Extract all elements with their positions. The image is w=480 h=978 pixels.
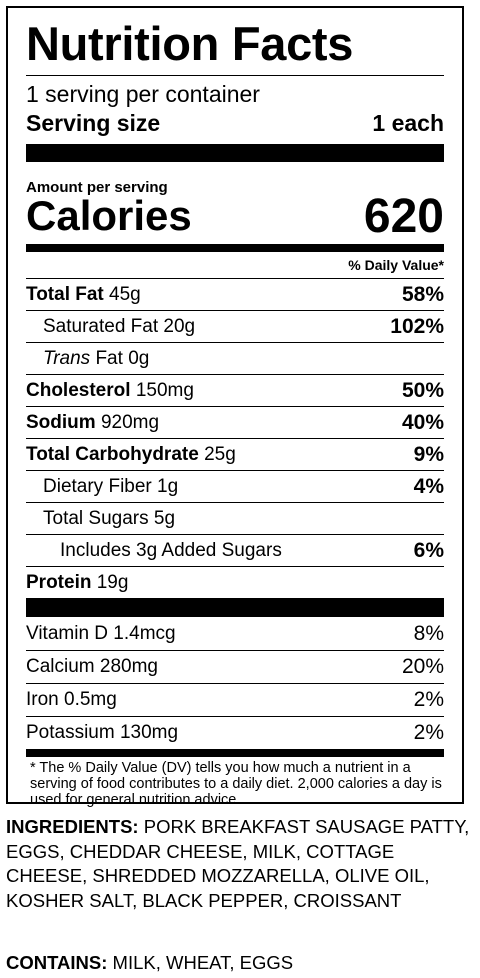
nutrient-row-total-sugars: Total Sugars 5g xyxy=(26,502,444,534)
nutrient-name: Total Sugars xyxy=(43,507,149,529)
nutrient-amount: 45g xyxy=(109,283,141,305)
daily-value-header: % Daily Value* xyxy=(348,257,444,273)
nutrient-name: Cholesterol xyxy=(26,379,131,401)
nutrient-name: Total Carbohydrate xyxy=(26,443,199,465)
nutrient-name: Dietary Fiber xyxy=(43,475,152,497)
nutrient-row-sodium: Sodium 920mg 40% xyxy=(26,406,444,438)
amount-per-serving: Amount per serving xyxy=(26,179,168,196)
nutrient-amount: 150mg xyxy=(135,379,194,401)
nutrient-name: Protein xyxy=(26,571,92,593)
nutrient-name: Total Fat xyxy=(26,283,104,305)
nutrient-row-cholesterol: Cholesterol 150mg 50% xyxy=(26,374,444,406)
thick-divider xyxy=(26,598,444,617)
divider xyxy=(26,75,444,76)
medium-divider xyxy=(26,749,444,757)
nutrient-name-suffix: Fat xyxy=(95,347,123,369)
label-title: Nutrition Facts xyxy=(26,17,354,70)
nutrient-row-trans-fat: Trans Fat 0g xyxy=(26,342,444,374)
vitamin-text: Potassium 130mg xyxy=(26,722,179,743)
contains-section: CONTAINS: MILK, WHEAT, EGGS xyxy=(6,952,293,974)
ingredients-text: PORK BREAKFAST SAUSAGE PATTY, EGGS, CHED… xyxy=(6,816,470,911)
daily-value-footnote: * The % Daily Value (DV) tells you how m… xyxy=(30,760,442,808)
nutrient-row-saturated-fat: Saturated Fat 20g 102% xyxy=(26,310,444,342)
serving-size-label: Serving size xyxy=(26,109,161,136)
nutrient-amount: 920mg xyxy=(100,411,160,433)
serving-size-row: Serving size 1 each xyxy=(26,108,444,138)
contains-text: MILK, WHEAT, EGGS xyxy=(112,952,294,973)
vitamin-text: Iron 0.5mg xyxy=(26,689,117,710)
vitamin-dv: 2% xyxy=(413,721,444,744)
vitamin-dv: 20% xyxy=(401,655,444,678)
calories-label: Calories xyxy=(26,192,192,239)
nutrient-dv: 102% xyxy=(390,314,444,338)
thick-divider xyxy=(26,144,444,162)
nutrient-amount: 5g xyxy=(153,507,176,529)
nutrient-name: Sodium xyxy=(26,411,96,433)
medium-divider xyxy=(26,244,444,252)
vitamin-row-potassium: Potassium 130mg 2% xyxy=(26,716,444,749)
calories-value: 620 xyxy=(363,189,444,243)
nutrient-dv: 6% xyxy=(413,538,444,562)
nutrient-amount: 20g xyxy=(163,315,196,337)
nutrient-row-protein: Protein 19g xyxy=(26,566,444,598)
nutrition-facts-label: Nutrition Facts 1 serving per container … xyxy=(6,6,464,808)
vitamin-text: Calcium 280mg xyxy=(26,656,158,677)
nutrient-row-dietary-fiber: Dietary Fiber 1g 4% xyxy=(26,470,444,502)
nutrient-amount: 19g xyxy=(96,571,129,593)
nutrient-dv: 50% xyxy=(401,378,444,402)
ingredients-section: INGREDIENTS: PORK BREAKFAST SAUSAGE PATT… xyxy=(6,815,474,913)
nutrient-amount: 25g xyxy=(204,443,236,465)
vitamin-dv: 2% xyxy=(413,688,444,711)
vitamin-dv: 8% xyxy=(413,621,444,645)
nutrient-amount: 1g xyxy=(157,475,179,497)
vitamin-text: Vitamin D 1.4mcg xyxy=(26,622,176,644)
ingredients-label: INGREDIENTS: xyxy=(6,816,139,837)
nutrient-dv: 40% xyxy=(401,410,444,434)
servings-per-container: 1 serving per container xyxy=(26,81,260,107)
vitamin-row-iron: Iron 0.5mg 2% xyxy=(26,683,444,716)
nutrient-dv: 9% xyxy=(413,442,444,466)
nutrient-name: Includes 3g Added Sugars xyxy=(60,539,282,561)
nutrient-row-total-carbohydrate: Total Carbohydrate 25g 9% xyxy=(26,438,444,470)
nutrient-row-total-fat: Total Fat 45g 58% xyxy=(26,278,444,310)
nutrient-name: Saturated Fat xyxy=(43,315,159,337)
nutrient-row-added-sugars: Includes 3g Added Sugars 6% xyxy=(26,534,444,566)
calories-row: Calories 620 xyxy=(26,190,444,243)
nutrient-dv: 4% xyxy=(413,474,444,498)
vitamin-row-vitamin-d: Vitamin D 1.4mcg 8% xyxy=(26,617,444,650)
nutrient-amount: 0g xyxy=(128,347,150,369)
vitamin-row-calcium: Calcium 280mg 20% xyxy=(26,650,444,683)
serving-size-value: 1 each xyxy=(372,109,444,136)
nutrient-dv: 58% xyxy=(401,282,444,306)
nutrient-name: Trans xyxy=(43,347,91,369)
contains-label: CONTAINS: xyxy=(6,952,108,973)
